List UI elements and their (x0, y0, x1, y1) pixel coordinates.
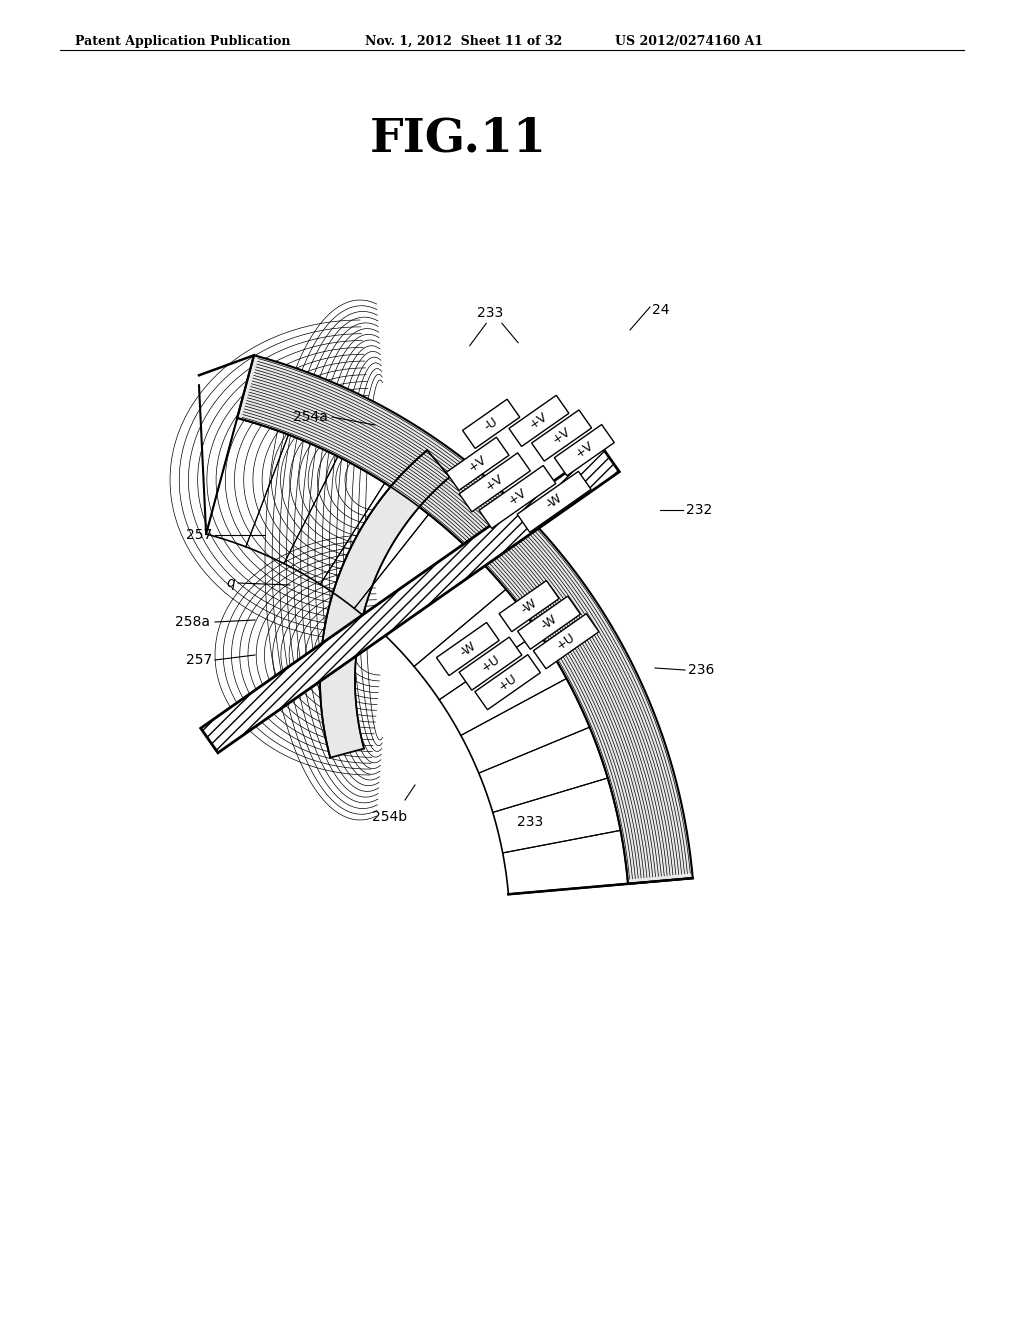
Text: 257: 257 (185, 653, 212, 667)
Text: Nov. 1, 2012  Sheet 11 of 32: Nov. 1, 2012 Sheet 11 of 32 (365, 36, 562, 48)
Text: 233: 233 (517, 814, 543, 829)
Polygon shape (509, 395, 569, 446)
Text: -W: -W (544, 492, 564, 512)
Text: 236: 236 (688, 663, 715, 677)
Text: +U: +U (478, 652, 503, 675)
Polygon shape (238, 355, 692, 884)
Text: 232: 232 (686, 503, 713, 517)
Polygon shape (531, 411, 592, 461)
Polygon shape (534, 614, 599, 669)
Text: US 2012/0274160 A1: US 2012/0274160 A1 (615, 36, 763, 48)
Text: -W: -W (458, 639, 478, 659)
Polygon shape (321, 450, 450, 758)
Polygon shape (446, 437, 509, 490)
Polygon shape (463, 399, 520, 449)
Text: -U: -U (482, 414, 501, 433)
Polygon shape (517, 471, 591, 532)
Text: +V: +V (506, 486, 529, 508)
Text: +U: +U (554, 630, 578, 652)
Polygon shape (475, 655, 541, 710)
Polygon shape (554, 425, 614, 475)
Text: -W: -W (539, 612, 559, 632)
Text: 254a: 254a (293, 411, 328, 424)
Polygon shape (436, 623, 499, 676)
Text: 254b: 254b (373, 810, 408, 824)
Text: +V: +V (550, 425, 573, 446)
Text: 233: 233 (477, 306, 503, 319)
Text: 24: 24 (652, 304, 670, 317)
Text: FIG.11: FIG.11 (370, 115, 547, 161)
Text: -W: -W (518, 597, 540, 616)
Text: +V: +V (483, 471, 506, 494)
Text: +U: +U (496, 671, 519, 693)
Text: +V: +V (466, 453, 489, 475)
Text: 258a: 258a (175, 615, 210, 630)
Polygon shape (459, 638, 522, 690)
Polygon shape (201, 447, 620, 752)
Text: 257: 257 (185, 528, 212, 543)
Text: +V: +V (527, 411, 551, 432)
Polygon shape (499, 581, 559, 632)
Polygon shape (459, 453, 530, 512)
Text: Patent Application Publication: Patent Application Publication (75, 36, 291, 48)
Text: +V: +V (572, 440, 596, 461)
Text: q: q (226, 576, 234, 590)
Polygon shape (479, 466, 556, 528)
Polygon shape (517, 597, 581, 649)
